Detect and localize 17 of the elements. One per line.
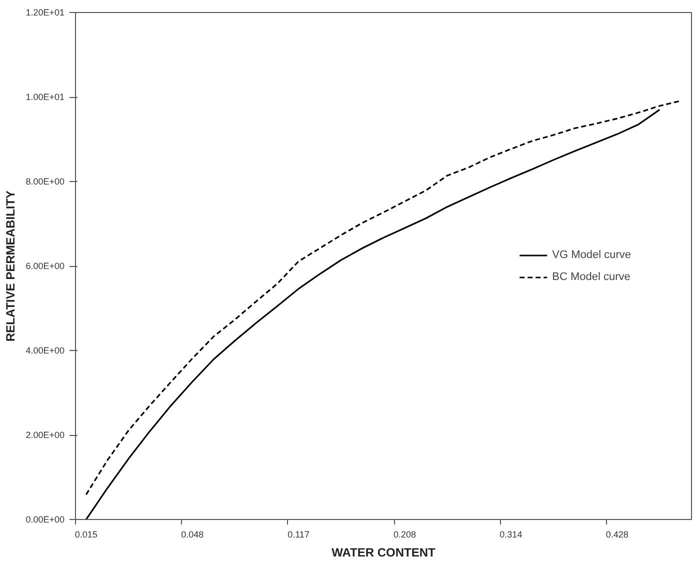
legend-label: VG Model curve: [552, 248, 631, 260]
y-tick-label: 1.20E+01: [26, 8, 65, 18]
x-axis-title: WATER CONTENT: [332, 546, 436, 560]
y-tick-label: 1.00E+01: [26, 92, 65, 102]
x-tick-label: 0.117: [288, 530, 310, 540]
y-tick-label: 0.00E+00: [26, 514, 65, 524]
x-tick-label: 0.208: [393, 530, 416, 540]
x-tick-label: 0.048: [181, 530, 204, 540]
legend-label: BC Model curve: [552, 270, 630, 282]
y-tick-label: 2.00E+00: [26, 430, 65, 440]
x-tick-label: 0.314: [500, 530, 522, 540]
y-tick-label: 4.00E+00: [26, 346, 65, 356]
y-tick-label: 8.00E+00: [26, 176, 65, 186]
y-axis-title: RELATIVE PERMEABILITY: [4, 190, 18, 342]
x-tick-label: 0.015: [74, 530, 98, 540]
y-tick-label: 6.00E+00: [26, 261, 65, 271]
x-tick-label: 0.428: [606, 530, 628, 540]
